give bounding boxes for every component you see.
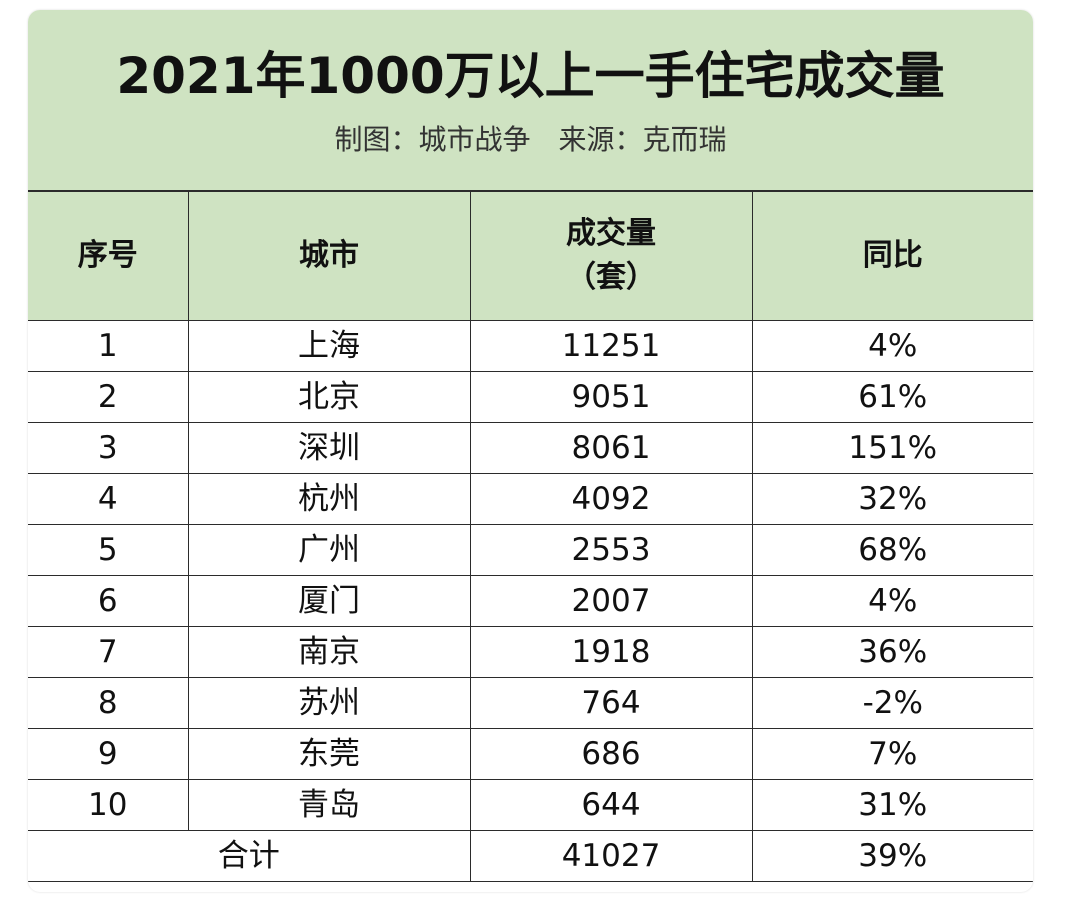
cell-volume: 9051 bbox=[469, 371, 753, 423]
table-card: 2021年1000万以上一手住宅成交量 制图：城市战争 来源：克而瑞 序号 城市… bbox=[28, 10, 1033, 892]
cell-volume: 764 bbox=[469, 677, 753, 729]
table-row: 1 上海 11251 4% bbox=[28, 320, 1033, 372]
table-header-row: 序号 城市 成交量 （套） 同比 bbox=[28, 192, 1033, 321]
cell-yoy: 61% bbox=[751, 371, 1033, 423]
cell-volume: 11251 bbox=[469, 320, 753, 372]
column-header-volume-line1: 成交量 bbox=[566, 216, 656, 251]
cell-index: 10 bbox=[28, 779, 189, 831]
cell-volume: 2553 bbox=[469, 524, 753, 576]
cell-volume: 686 bbox=[469, 728, 753, 780]
column-header-volume: 成交量 （套） bbox=[469, 192, 753, 321]
cell-city: 苏州 bbox=[187, 677, 471, 729]
cell-index: 1 bbox=[28, 320, 189, 372]
cell-city: 南京 bbox=[187, 626, 471, 678]
cell-city: 北京 bbox=[187, 371, 471, 423]
cell-yoy: 151% bbox=[751, 422, 1033, 474]
table-row: 10 青岛 644 31% bbox=[28, 779, 1033, 831]
table-row: 3 深圳 8061 151% bbox=[28, 422, 1033, 474]
cell-yoy: -2% bbox=[751, 677, 1033, 729]
table-row: 2 北京 9051 61% bbox=[28, 371, 1033, 423]
total-volume: 41027 bbox=[469, 830, 753, 882]
cell-city: 青岛 bbox=[187, 779, 471, 831]
total-row: 合计 41027 39% bbox=[28, 830, 1033, 882]
column-header-volume-line2: （套） bbox=[566, 260, 656, 295]
cell-index: 8 bbox=[28, 677, 189, 729]
title-banner: 2021年1000万以上一手住宅成交量 制图：城市战争 来源：克而瑞 bbox=[28, 10, 1033, 192]
table-row: 9 东莞 686 7% bbox=[28, 728, 1033, 780]
cell-yoy: 4% bbox=[751, 575, 1033, 627]
cell-yoy: 68% bbox=[751, 524, 1033, 576]
column-header-yoy: 同比 bbox=[751, 192, 1033, 321]
cell-yoy: 36% bbox=[751, 626, 1033, 678]
cell-city: 厦门 bbox=[187, 575, 471, 627]
table-row: 8 苏州 764 -2% bbox=[28, 677, 1033, 729]
table-row: 5 广州 2553 68% bbox=[28, 524, 1033, 576]
cell-index: 6 bbox=[28, 575, 189, 627]
cell-index: 5 bbox=[28, 524, 189, 576]
table-body: 1 上海 11251 4% 2 北京 9051 61% 3 深圳 8061 151% 4 杭州 4092 32… bbox=[28, 320, 1033, 831]
cell-volume: 644 bbox=[469, 779, 753, 831]
cell-yoy: 7% bbox=[751, 728, 1033, 780]
cell-index: 2 bbox=[28, 371, 189, 423]
cell-yoy: 32% bbox=[751, 473, 1033, 525]
cell-volume: 1918 bbox=[469, 626, 753, 678]
table-row: 7 南京 1918 36% bbox=[28, 626, 1033, 678]
cell-yoy: 4% bbox=[751, 320, 1033, 372]
cell-index: 4 bbox=[28, 473, 189, 525]
cell-city: 上海 bbox=[187, 320, 471, 372]
page-title: 2021年1000万以上一手住宅成交量 bbox=[116, 47, 945, 105]
cell-volume: 8061 bbox=[469, 422, 753, 474]
data-table: 序号 城市 成交量 （套） 同比 1 上海 11251 4% 2 北京 9051 61% 3 深圳… bbox=[28, 192, 1033, 882]
cell-city: 深圳 bbox=[187, 422, 471, 474]
cell-city: 广州 bbox=[187, 524, 471, 576]
cell-city: 东莞 bbox=[187, 728, 471, 780]
cell-index: 9 bbox=[28, 728, 189, 780]
total-label: 合计 bbox=[28, 830, 471, 882]
cell-yoy: 31% bbox=[751, 779, 1033, 831]
cell-volume: 2007 bbox=[469, 575, 753, 627]
cell-volume: 4092 bbox=[469, 473, 753, 525]
table-row: 6 厦门 2007 4% bbox=[28, 575, 1033, 627]
page-subtitle: 制图：城市战争 来源：克而瑞 bbox=[334, 123, 727, 156]
cell-index: 3 bbox=[28, 422, 189, 474]
column-header-city: 城市 bbox=[187, 192, 471, 321]
column-header-index: 序号 bbox=[28, 192, 189, 321]
table-row: 4 杭州 4092 32% bbox=[28, 473, 1033, 525]
cell-city: 杭州 bbox=[187, 473, 471, 525]
total-yoy: 39% bbox=[751, 830, 1033, 882]
cell-index: 7 bbox=[28, 626, 189, 678]
